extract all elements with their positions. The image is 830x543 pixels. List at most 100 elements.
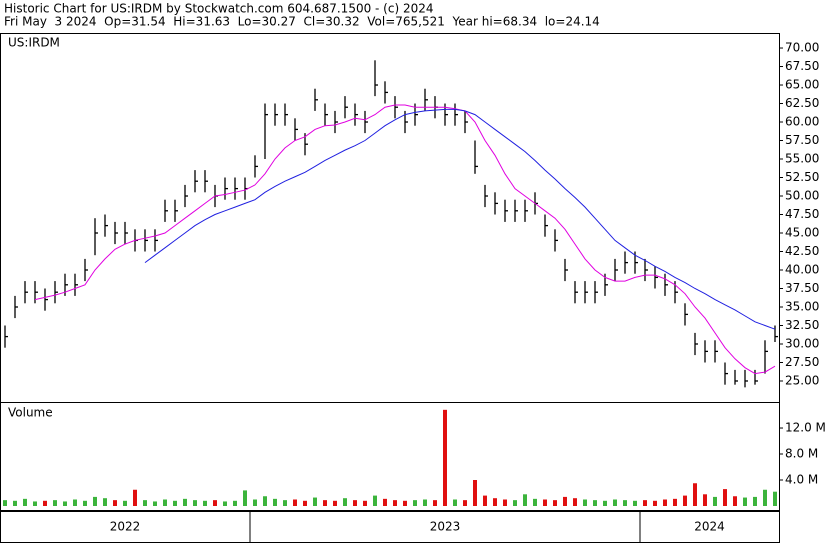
volume-bar	[353, 500, 357, 506]
volume-bar	[683, 495, 687, 506]
volume-bar	[763, 489, 767, 506]
volume-bar	[493, 498, 497, 506]
volume-bar	[483, 495, 487, 506]
chart-subtitle: Fri May 3 2024 Op=31.54 Hi=31.63 Lo=30.2…	[4, 15, 600, 29]
volume-bar	[473, 480, 477, 506]
volume-panel	[0, 402, 780, 511]
volume-bar	[623, 500, 627, 506]
volume-bar	[423, 499, 427, 506]
volume-bar	[173, 500, 177, 506]
volume-tick-label: 12.0 M	[785, 421, 826, 435]
volume-bar	[443, 409, 447, 506]
volume-bar	[753, 496, 757, 506]
volume-tick-label: 4.0 M	[785, 473, 818, 487]
volume-bar	[73, 499, 77, 506]
volume-bar	[233, 500, 237, 506]
volume-bar	[163, 499, 167, 506]
x-tick-label: 2023	[430, 520, 461, 534]
volume-bar	[253, 499, 257, 506]
volume-bar	[383, 498, 387, 506]
volume-bar	[203, 500, 207, 506]
x-tick-label: 2024	[694, 520, 725, 534]
volume-bar	[743, 497, 747, 506]
volume-bar	[223, 501, 227, 506]
volume-bar	[733, 496, 737, 506]
volume-tick-label: 8.0 M	[785, 447, 818, 461]
volume-bar	[313, 497, 317, 506]
volume-bar	[523, 494, 527, 506]
y-tick-label: 70.00	[785, 41, 819, 55]
volume-bar	[323, 500, 327, 506]
volume-bar	[363, 500, 367, 506]
y-tick-label: 37.50	[785, 281, 819, 295]
volume-bar	[543, 499, 547, 506]
volume-bar	[433, 500, 437, 506]
x-tick-label: 2022	[110, 520, 141, 534]
y-tick-label: 45.00	[785, 226, 819, 240]
volume-bar	[653, 500, 657, 506]
volume-bar	[343, 498, 347, 506]
volume-bar	[533, 498, 537, 506]
y-tick-label: 57.50	[785, 133, 819, 147]
volume-bar	[123, 500, 127, 506]
moving-average	[34, 104, 776, 375]
volume-bar	[563, 496, 567, 506]
volume-bar	[183, 498, 187, 506]
volume-bar	[83, 500, 87, 506]
volume-bar	[413, 500, 417, 506]
y-tick-label: 27.50	[785, 355, 819, 369]
y-tick-label: 35.00	[785, 299, 819, 313]
volume-bar	[33, 501, 37, 506]
volume-bar	[13, 500, 17, 506]
y-tick-label: 62.50	[785, 96, 819, 110]
volume-bar	[393, 500, 397, 506]
volume-bar	[213, 500, 217, 506]
volume-bar	[193, 500, 197, 506]
volume-bar	[333, 500, 337, 506]
volume-bar	[373, 495, 377, 506]
volume-bar	[613, 499, 617, 506]
y-tick-label: 60.00	[785, 115, 819, 129]
volume-bar	[403, 500, 407, 506]
chart-title: Historic Chart for US:IRDM by Stockwatch…	[4, 2, 434, 16]
y-tick-label: 25.00	[785, 373, 819, 387]
y-tick-label: 65.00	[785, 78, 819, 92]
volume-bar	[703, 494, 707, 506]
volume-bar	[673, 498, 677, 506]
volume-bar	[243, 490, 247, 506]
volume-bar	[583, 499, 587, 506]
volume-bar	[503, 499, 507, 506]
volume-bar	[663, 499, 667, 506]
volume-bar	[463, 500, 467, 506]
volume-bar	[603, 500, 607, 506]
volume-bar	[143, 500, 147, 506]
volume-bar	[153, 501, 157, 506]
volume-bar	[713, 496, 717, 506]
volume-bar	[453, 499, 457, 506]
y-tick-label: 67.50	[785, 59, 819, 73]
y-tick-label: 42.50	[785, 244, 819, 258]
y-tick-label: 40.00	[785, 262, 819, 276]
y-tick-label: 55.00	[785, 152, 819, 166]
volume-label: Volume	[8, 406, 53, 420]
volume-bar	[773, 491, 777, 506]
volume-bar	[593, 500, 597, 506]
volume-bar	[93, 496, 97, 506]
volume-bar	[643, 500, 647, 506]
y-tick-label: 47.50	[785, 207, 819, 221]
volume-bar	[133, 489, 137, 506]
volume-bar	[303, 500, 307, 506]
volume-bar	[513, 500, 517, 506]
volume-bar	[553, 500, 557, 506]
volume-bar	[723, 489, 727, 506]
volume-bar	[693, 483, 697, 506]
volume-bar	[43, 500, 47, 506]
volume-bar	[23, 498, 27, 506]
y-tick-label: 52.50	[785, 170, 819, 184]
volume-bar	[63, 501, 67, 506]
y-tick-label: 30.00	[785, 336, 819, 350]
volume-bar	[53, 500, 57, 506]
volume-bar	[573, 498, 577, 506]
volume-bar	[263, 496, 267, 506]
